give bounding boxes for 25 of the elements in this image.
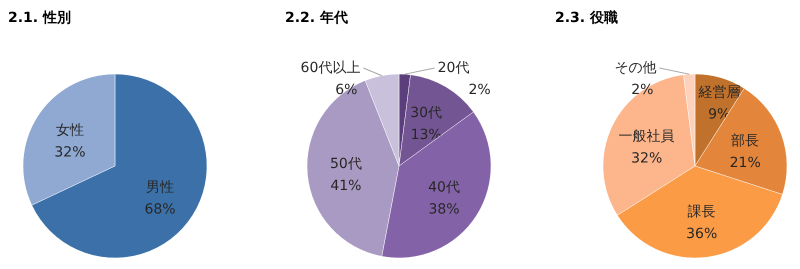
data-label: 41% (330, 178, 362, 194)
slice-label: 課長 (688, 204, 716, 220)
data-label: 6% (335, 82, 358, 98)
data-label: 2% (468, 82, 491, 98)
chart-title: 2.2. 年代 (285, 10, 348, 26)
data-label: 21% (730, 154, 761, 171)
slice-label: 一般社員 (618, 128, 675, 144)
data-label: 32% (631, 150, 662, 166)
slice-label: 女性 (56, 122, 84, 138)
slice-label: 20代 (438, 60, 470, 76)
slice-label: 60代以上 (300, 60, 360, 76)
data-label: 2% (631, 82, 654, 98)
slice-label: 50代 (330, 156, 362, 172)
data-label: 36% (686, 226, 718, 242)
chart-title: 2.1. 性別 (8, 10, 71, 26)
data-label: 68% (144, 202, 176, 218)
slice-label: 部長 (731, 132, 760, 149)
data-label: 38% (428, 202, 460, 218)
slice-label: その他 (614, 60, 656, 76)
slice-label: 男性 (146, 180, 174, 196)
slice-label: 経営層 (697, 84, 740, 101)
chart-title: 2.3. 役職 (555, 9, 618, 26)
slice-label: 30代 (410, 105, 442, 122)
data-label: 32% (54, 144, 86, 160)
slice-label: 40代 (428, 180, 460, 196)
